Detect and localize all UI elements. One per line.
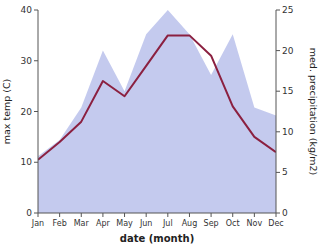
x-tick: [102, 213, 103, 217]
x-tick: [254, 213, 255, 217]
y-tick: [34, 213, 38, 214]
plot-area: [38, 10, 276, 213]
x-tick: [189, 213, 190, 217]
x-tick-label: Jun: [139, 219, 153, 228]
y2-axis-label: med. precipitation (kg/m2): [308, 48, 318, 175]
y2-tick: [276, 172, 280, 173]
x-tick: [59, 213, 60, 217]
line: [38, 35, 276, 159]
y-axis-label: max temp (C): [1, 79, 12, 145]
y2-tick-label: 5: [282, 167, 288, 177]
x-tick-label: Jan: [31, 219, 44, 228]
x-tick-label: Oct: [226, 219, 240, 228]
y2-tick: [276, 91, 280, 92]
y-tick: [34, 60, 38, 61]
x-tick: [232, 213, 233, 217]
y2-tick-label: 15: [282, 86, 293, 96]
y2-tick: [276, 50, 280, 51]
y-tick: [34, 10, 38, 11]
x-axis-label: date (month): [120, 233, 194, 244]
x-tick: [38, 213, 39, 217]
y2-tick: [276, 131, 280, 132]
x-tick: [211, 213, 212, 217]
x-tick-label: Dec: [268, 219, 283, 228]
x-tick-label: Nov: [247, 219, 263, 228]
y-tick: [34, 162, 38, 163]
x-tick: [124, 213, 125, 217]
x-tick-label: Apr: [96, 219, 111, 228]
y-tick-label: 0: [26, 208, 32, 218]
y-tick-label: 20: [21, 107, 33, 117]
x-tick-label: Sep: [204, 219, 219, 228]
y2-axis-line: [276, 10, 277, 213]
x-tick-label: Feb: [53, 219, 67, 228]
x-axis-line: [38, 213, 276, 214]
area: [38, 10, 276, 213]
y-tick: [34, 111, 38, 112]
y2-tick: [276, 10, 280, 11]
y2-tick-label: 20: [282, 46, 294, 56]
x-tick-label: Jul: [162, 219, 173, 228]
x-tick: [167, 213, 168, 217]
x-tick-label: Aug: [182, 219, 198, 228]
y2-tick-label: 10: [282, 127, 294, 137]
x-tick-label: May: [116, 219, 133, 228]
y2-tick-label: 25: [282, 5, 293, 15]
chart: 0 10 20 30 40 0 5 10 15 20 25 Jan Feb Mar Apr May Jun Jul…: [0, 0, 318, 247]
y-tick-label: 30: [21, 56, 33, 66]
y-tick-label: 40: [21, 5, 33, 15]
x-tick-label: Mar: [74, 219, 90, 228]
y-tick-label: 10: [21, 157, 33, 167]
x-tick: [81, 213, 82, 217]
y2-tick-label: 0: [282, 208, 288, 218]
x-tick: [146, 213, 147, 217]
y2-tick: [276, 213, 280, 214]
x-tick: [276, 213, 277, 217]
